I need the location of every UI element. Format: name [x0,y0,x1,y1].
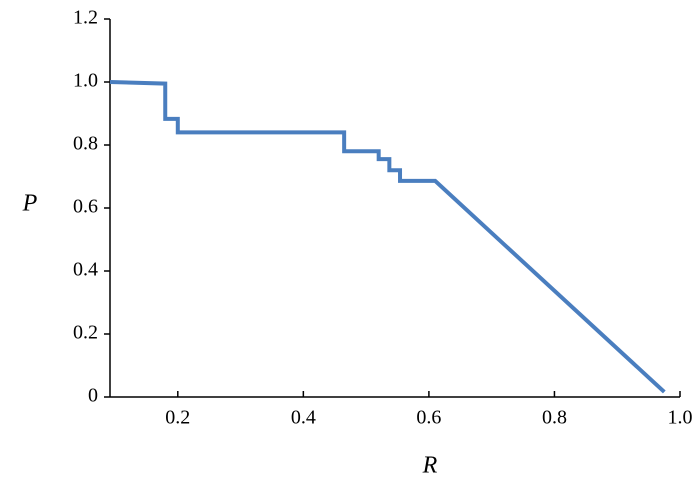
x-tick-label: 0.4 [291,407,316,429]
y-tick-label: 0.8 [73,133,98,155]
y-tick-label: 0 [88,385,98,407]
x-axis-label: R [422,453,438,479]
y-tick-label: 0.6 [73,196,98,218]
y-tick-label: 1.2 [73,7,98,29]
y-tick-label: 0.2 [73,322,98,344]
y-axis-label: P [22,191,38,217]
x-tick-label: 0.2 [165,407,190,429]
x-tick-label: 1.0 [668,407,693,429]
x-tick-label: 0.6 [416,407,441,429]
line [109,80,666,394]
y-tick-label: 0.4 [73,259,98,281]
x-tick-label: 0.8 [542,407,567,429]
y-tick-label: 1.0 [73,70,98,92]
